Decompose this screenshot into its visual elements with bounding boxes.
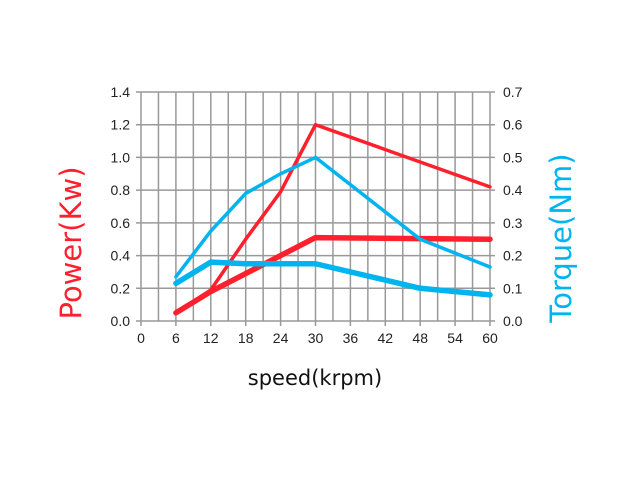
y2-tick-label: 0.5	[503, 149, 523, 165]
series-group	[173, 122, 493, 316]
y-tick-label: 0.0	[111, 313, 131, 329]
y2-tick-label: 0.4	[503, 182, 523, 198]
y2-tick-label: 0.3	[503, 215, 523, 231]
y-axis-label: Power(Kw)	[54, 166, 88, 319]
y-tick-label: 0.6	[111, 215, 131, 231]
y-tick-label: 0.4	[111, 248, 131, 264]
x-tick-label: 60	[482, 330, 498, 346]
y2-tick-label: 0.2	[503, 248, 523, 264]
x-tick-label: 12	[203, 330, 219, 346]
y2-tick-label: 0.0	[503, 313, 523, 329]
y-tick-label: 1.4	[111, 84, 131, 100]
x-tick-label: 42	[378, 330, 394, 346]
y2-axis-label: Torque(Nm)	[544, 153, 578, 323]
x-tick-label: 24	[273, 330, 289, 346]
x-tick-label: 36	[343, 330, 359, 346]
y-tick-label: 0.2	[111, 280, 131, 296]
series-line-4	[173, 259, 493, 298]
tick-labels: 0.0 0.2 0.4 0.6 0.8 1.0 1.2 1.4 0.0 0.1 0.2 0.3 0.4 0…	[111, 84, 523, 346]
x-tick-label: 6	[172, 330, 180, 346]
x-tick-label: 30	[308, 330, 324, 346]
y2-tick-label: 0.7	[503, 84, 523, 100]
x-axis-label: speed(krpm)	[248, 366, 382, 390]
series-line-3	[174, 155, 492, 279]
x-tick-label: 0	[137, 330, 145, 346]
y2-tick-label: 0.6	[503, 117, 523, 133]
x-tick-label: 48	[412, 330, 428, 346]
y-tick-label: 0.8	[111, 182, 131, 198]
y2-tick-label: 0.1	[503, 280, 523, 296]
x-tick-label: 54	[447, 330, 463, 346]
x-tick-label: 18	[238, 330, 254, 346]
y-tick-label: 1.2	[111, 117, 131, 133]
y-tick-label: 1.0	[111, 149, 131, 165]
